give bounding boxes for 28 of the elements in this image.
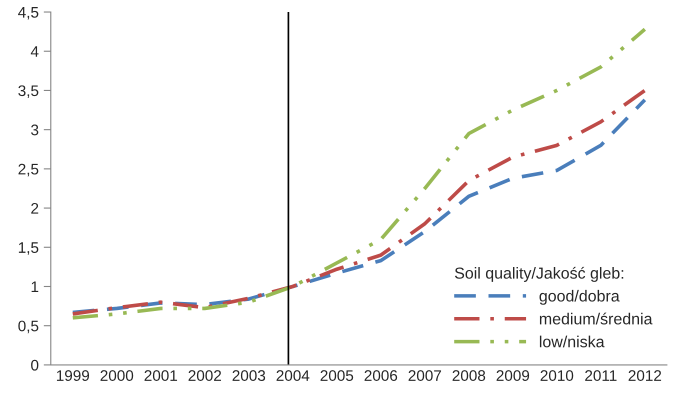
x-tick-label: 2010 bbox=[540, 370, 574, 381]
y-tick-label: 0 bbox=[31, 360, 38, 371]
x-tick-label: 1999 bbox=[56, 370, 90, 381]
x-tick-label: 2009 bbox=[496, 370, 530, 381]
x-tick-label: 2005 bbox=[320, 370, 354, 381]
y-tick-label: 3 bbox=[31, 124, 38, 136]
legend-label: low/niska bbox=[540, 336, 605, 348]
x-tick-label: 2004 bbox=[276, 370, 310, 381]
x-tick-label: 2006 bbox=[364, 370, 398, 381]
legend-title: Soil quality/Jakość gleb: bbox=[454, 266, 624, 282]
x-tick-label: 2011 bbox=[585, 370, 617, 381]
x-tick-label: 2012 bbox=[628, 370, 662, 381]
x-tick-label: 2003 bbox=[232, 370, 266, 381]
y-tick-label: 1,5 bbox=[18, 242, 38, 255]
x-tick-label: 2008 bbox=[452, 370, 486, 381]
y-tick-label: 0,5 bbox=[18, 320, 38, 334]
x-tick-label: 2007 bbox=[408, 370, 442, 381]
y-tick-label: 2,5 bbox=[18, 164, 38, 176]
legend-label: good/dobra bbox=[540, 290, 620, 305]
y-tick-label: 3,5 bbox=[18, 85, 38, 98]
y-tick-label: 4,5 bbox=[18, 7, 38, 20]
legend-label: medium/średnia bbox=[540, 312, 652, 325]
x-tick-label: 2002 bbox=[188, 370, 222, 381]
x-tick-label: 2001 bbox=[144, 370, 178, 381]
y-tick-label: 1 bbox=[32, 282, 38, 292]
y-tick-label: 4 bbox=[30, 46, 39, 57]
y-tick-label: 2 bbox=[31, 202, 38, 214]
x-tick-label: 2000 bbox=[100, 370, 134, 381]
